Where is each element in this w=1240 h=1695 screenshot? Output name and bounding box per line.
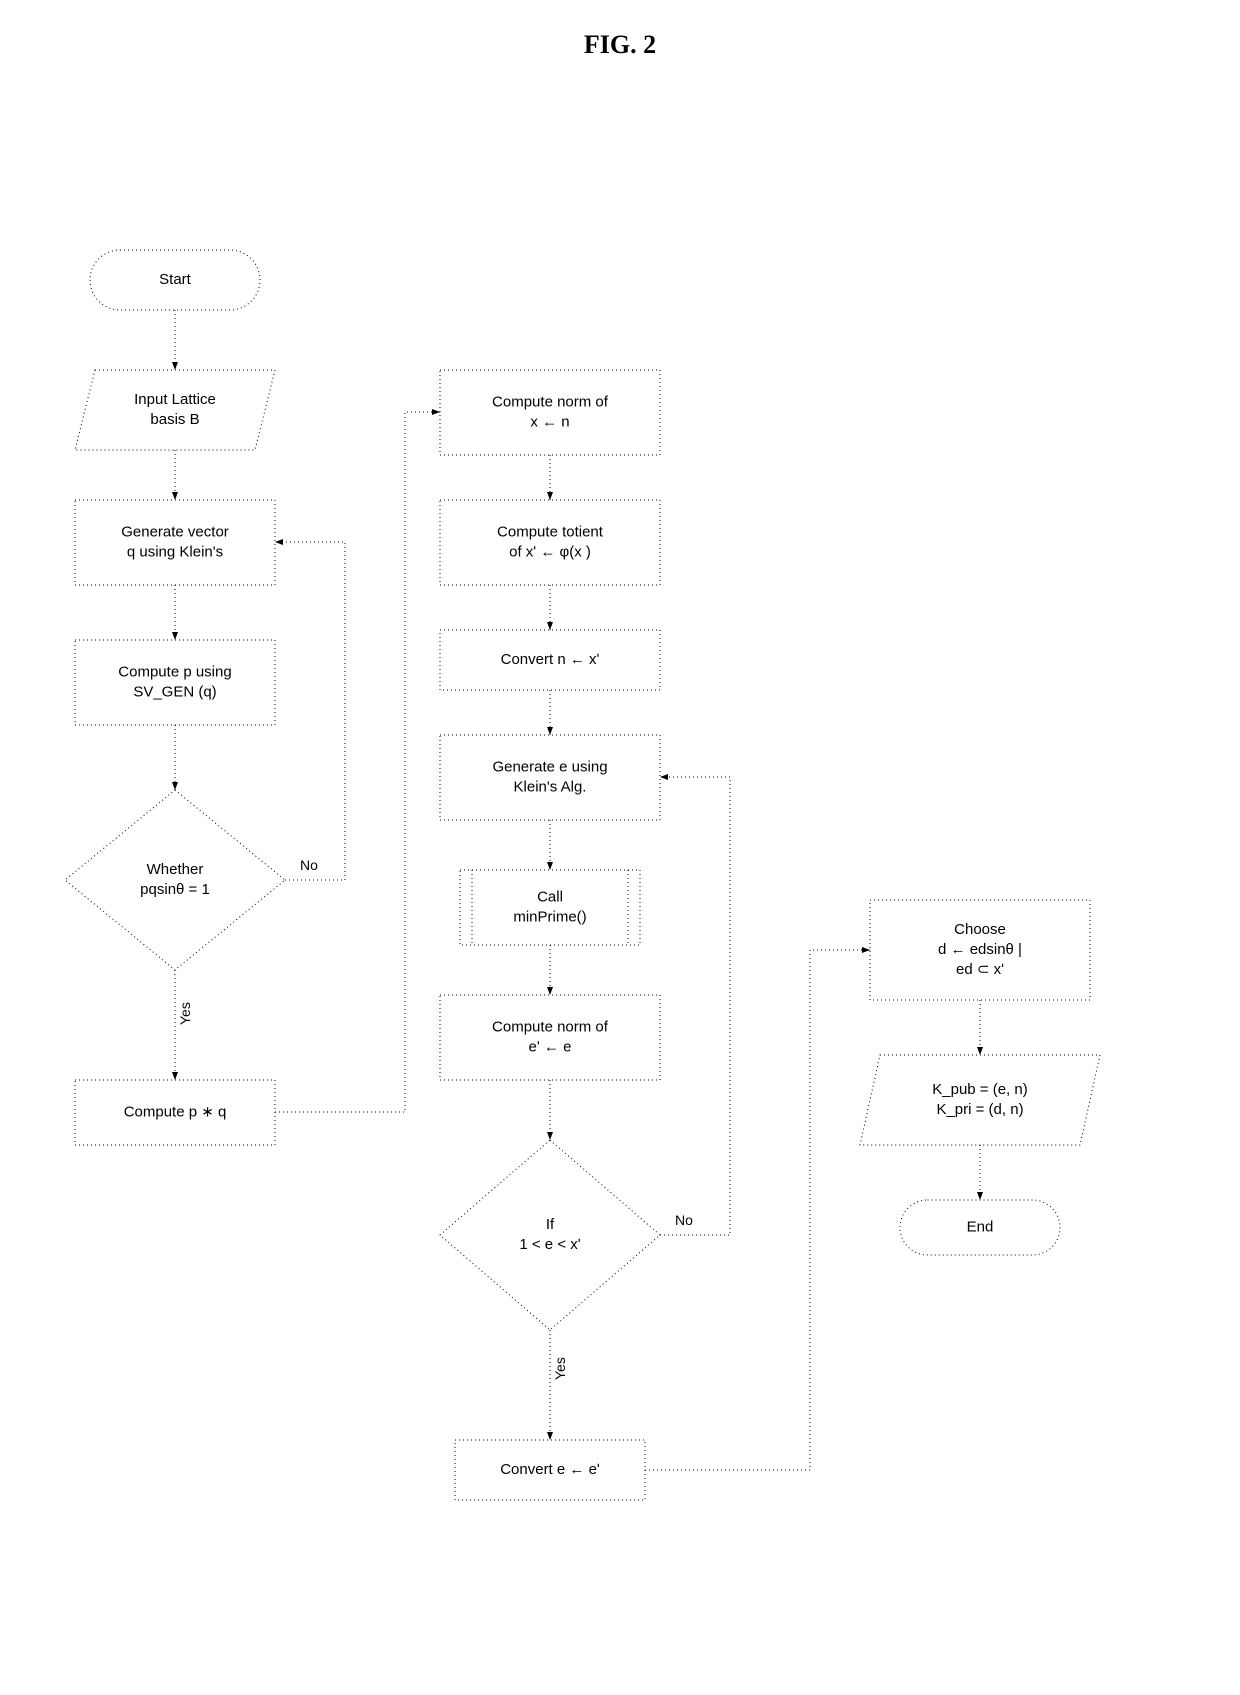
edge-label: No <box>675 1212 693 1228</box>
flow-edge <box>645 950 870 1470</box>
node-label: Compute norm ofx ← n <box>492 393 609 430</box>
node-label: Compute norm ofeʹ ← e <box>492 1018 609 1055</box>
node-label: End <box>967 1218 994 1235</box>
node-label: Compute p usingSV_GEN (q) <box>118 663 231 700</box>
node-label: Input Latticebasis B <box>134 391 216 428</box>
node-label: Convert n ← xʹ <box>501 651 600 668</box>
flow-edge <box>275 412 440 1112</box>
node-label: Choosed ← edsinθ |ed ⊂ xʹ <box>938 921 1022 978</box>
node-label: CallminPrime() <box>513 888 586 925</box>
node-label: Generate vectorq using Klein's <box>121 523 229 560</box>
node-label: Generate e usingKlein's Alg. <box>492 758 607 795</box>
edge-label: Yes <box>552 1357 568 1380</box>
node-label: Compute p ∗ q <box>124 1103 227 1120</box>
edge-label: No <box>300 857 318 873</box>
flow-edge <box>660 777 730 1235</box>
edge-label: Yes <box>177 1002 193 1025</box>
node-label: If1 < e < xʹ <box>519 1216 580 1253</box>
node-label: K_pub = (e, n)K_pri = (d, n) <box>932 1081 1027 1118</box>
node-label: Whetherpqsinθ = 1 <box>140 861 210 898</box>
flow-edge <box>275 542 345 880</box>
node-label: Convert e ← eʹ <box>500 1461 600 1478</box>
node-label: Compute totientof xʹ ← φ(x ) <box>497 523 604 560</box>
node-label: Start <box>159 271 192 288</box>
flowchart-diagram: Start Input Latticebasis B Generate vector… <box>0 70 1240 1695</box>
figure-title: FIG. 2 <box>0 30 1240 60</box>
